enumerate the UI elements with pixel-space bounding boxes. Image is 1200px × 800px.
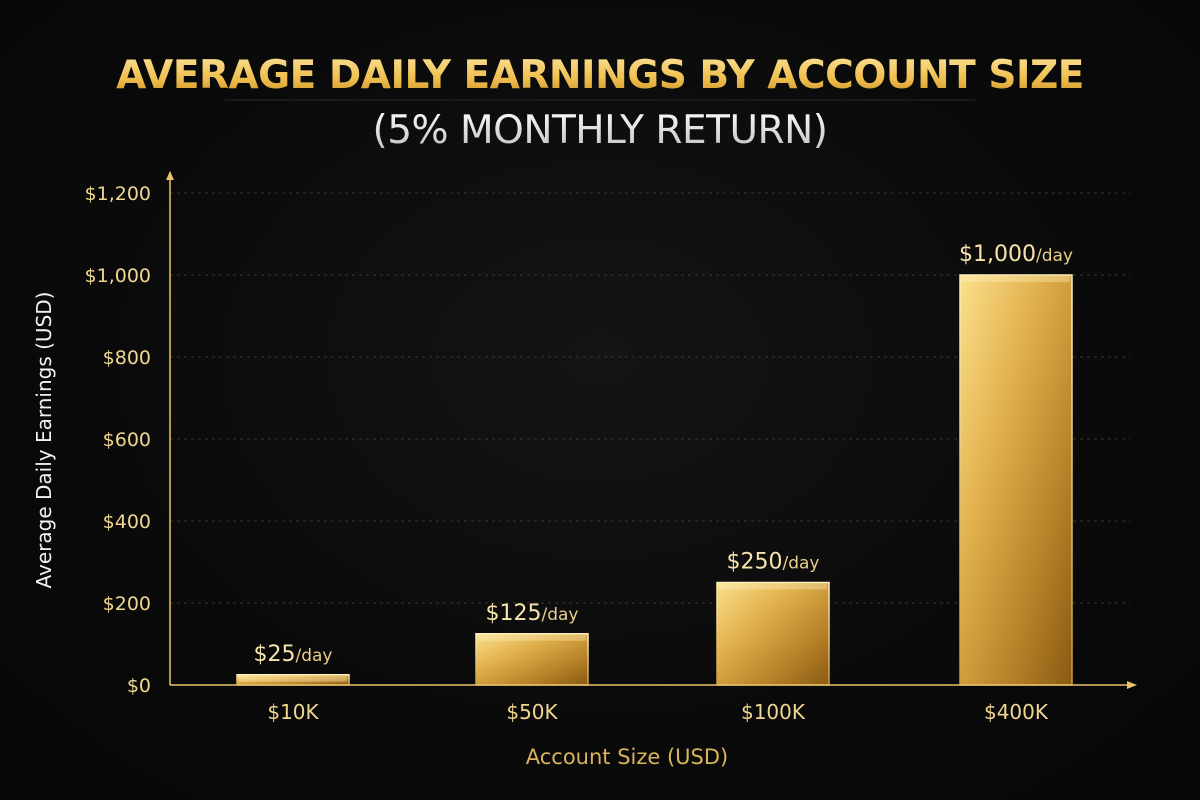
tick-labels: $0 $200 $400 $600 $800 $1,000 $1,200 $10K $50K $1… — [85, 183, 1049, 724]
y-tick-label: $200 — [103, 593, 151, 615]
data-label-amount: $1,000 — [959, 242, 1036, 267]
data-label-amount: $25 — [254, 642, 296, 667]
x-tick-label: $100K — [741, 700, 806, 724]
bars — [236, 274, 1073, 686]
y-tick-label: $0 — [127, 675, 151, 697]
x-tick-label: $50K — [506, 700, 558, 724]
bar-50k — [475, 633, 589, 686]
chart-subtitle: (5% MONTHLY RETURN) — [372, 108, 827, 153]
bar-400k — [959, 274, 1073, 686]
bar-100k — [716, 581, 830, 686]
data-label: $1,000/day — [959, 242, 1073, 267]
axes — [166, 171, 1137, 689]
data-label: $125/day — [486, 601, 579, 626]
data-label: $250/day — [727, 550, 820, 575]
y-tick-label: $800 — [103, 347, 151, 369]
data-label-unit: /day — [542, 605, 579, 625]
x-axis-arrow — [1127, 681, 1137, 689]
y-tick-label: $1,200 — [85, 183, 151, 205]
data-label-amount: $250 — [727, 550, 783, 575]
data-label-unit: /day — [783, 554, 820, 574]
y-axis-label: Average Daily Earnings (USD) — [32, 292, 56, 589]
bar-highlight — [239, 675, 347, 682]
x-axis-label: Account Size (USD) — [526, 745, 729, 769]
data-label-unit: /day — [296, 646, 333, 666]
data-label: $25/day — [254, 642, 333, 667]
y-axis-arrow — [166, 171, 174, 180]
bar-highlight — [478, 634, 586, 641]
data-labels: $25/day$125/day$250/day$1,000/day — [254, 242, 1073, 667]
x-tick-label: $10K — [267, 700, 319, 724]
data-label-unit: /day — [1036, 246, 1073, 266]
y-tick-label: $600 — [103, 429, 151, 451]
chart-title: AVERAGE DAILY EARNINGS BY ACCOUNT SIZE — [116, 53, 1084, 98]
bar-highlight — [719, 583, 827, 590]
y-tick-label: $1,000 — [85, 265, 151, 287]
x-tick-label: $400K — [984, 700, 1049, 724]
bar-highlight — [962, 276, 1070, 282]
y-tick-label: $400 — [103, 511, 151, 533]
data-label-amount: $125 — [486, 601, 542, 626]
